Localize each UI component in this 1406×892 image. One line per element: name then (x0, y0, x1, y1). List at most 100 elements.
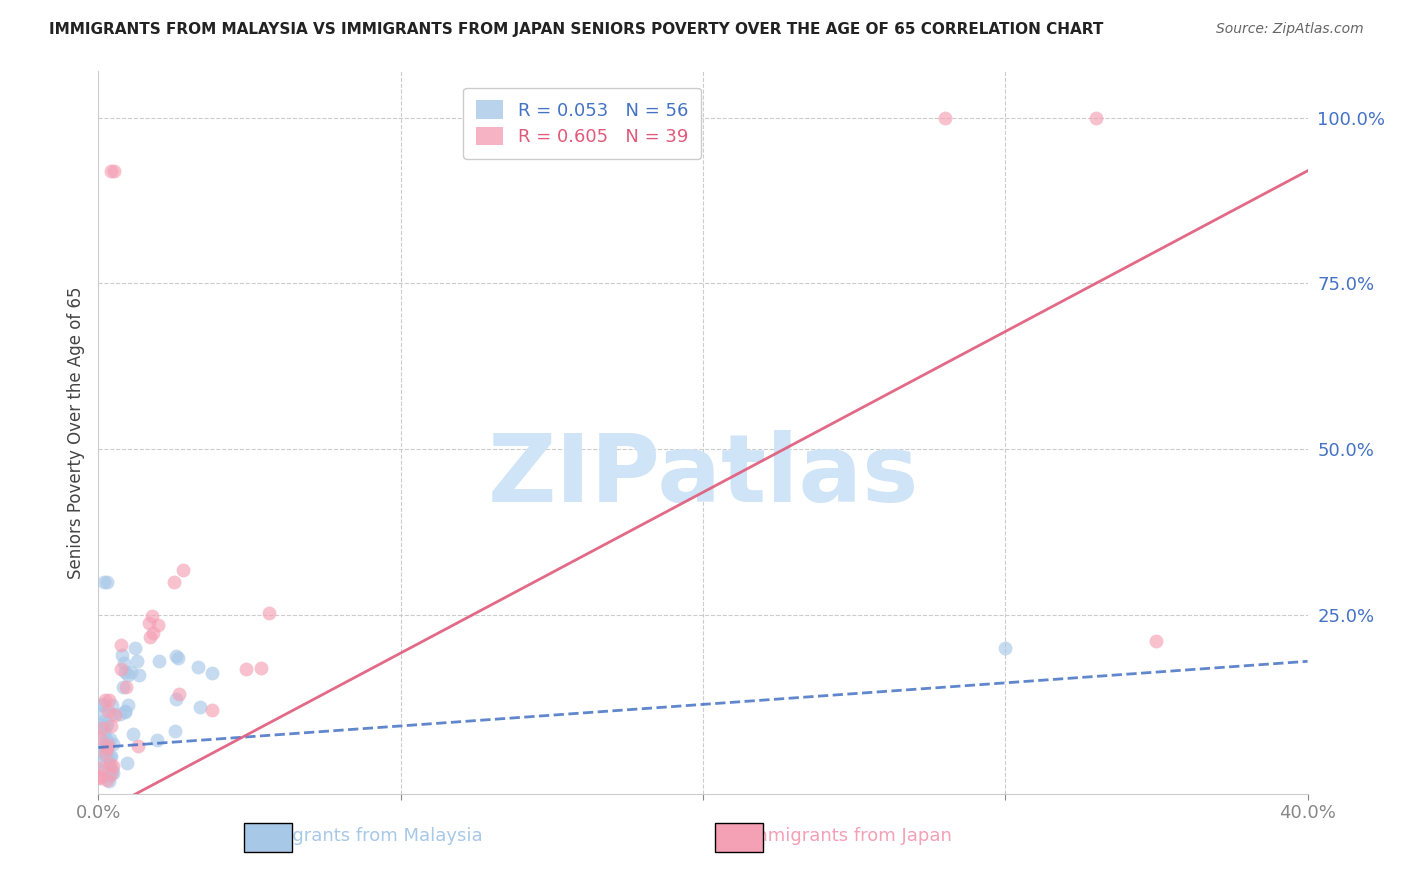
Point (1144, 634, 1167, 648)
Point (148, 654, 170, 668)
Point (96, 740, 118, 755)
Point (127, 739, 149, 753)
Point (96, 749, 118, 764)
Point (138, 631, 160, 645)
Point (90, 722, 112, 736)
Point (117, 698, 139, 712)
Point (146, 617, 169, 632)
Point (96, 772, 118, 787)
FancyBboxPatch shape (243, 822, 292, 852)
Point (93, 574, 115, 589)
Point (89, 731, 111, 746)
Point (172, 563, 194, 577)
Text: ZIPatlas: ZIPatlas (488, 430, 918, 522)
Point (111, 648, 134, 663)
Point (100, 749, 122, 764)
Point (138, 615, 160, 630)
Point (994, 641, 1017, 656)
FancyBboxPatch shape (716, 822, 763, 852)
Point (128, 667, 150, 681)
Point (100, 767, 122, 781)
Point (100, 163, 122, 178)
Point (125, 655, 148, 669)
Point (122, 727, 145, 741)
Point (89, 747, 111, 761)
Point (98, 732, 121, 747)
Point (96, 747, 118, 762)
Point (120, 665, 142, 679)
Point (90, 714, 112, 729)
Point (94, 740, 117, 755)
Text: Immigrants from Malaysia: Immigrants from Malaysia (246, 827, 482, 845)
Point (101, 763, 124, 777)
Point (101, 698, 124, 713)
Point (96, 735, 118, 749)
Point (112, 680, 135, 694)
Point (97, 760, 120, 774)
Point (89, 769, 111, 783)
Point (250, 661, 273, 675)
Point (98, 749, 121, 764)
Point (97, 738, 120, 752)
Point (142, 625, 165, 640)
Point (90, 760, 112, 774)
Point (89, 772, 111, 786)
Point (103, 766, 125, 780)
Text: Source: ZipAtlas.com: Source: ZipAtlas.com (1216, 22, 1364, 37)
Point (167, 687, 190, 701)
Point (101, 737, 124, 751)
Point (1085, 111, 1108, 125)
Point (89, 718, 111, 732)
Point (201, 666, 224, 681)
Point (96, 717, 118, 731)
Point (98, 773, 121, 788)
Point (94, 693, 117, 707)
Point (114, 665, 136, 680)
Point (94, 740, 117, 755)
Point (91, 697, 114, 711)
Point (89, 755, 111, 769)
Point (201, 703, 224, 717)
Point (104, 708, 127, 723)
Point (114, 706, 136, 720)
Point (163, 574, 186, 589)
Point (112, 656, 135, 670)
Point (257, 607, 280, 621)
Point (87, 763, 110, 777)
Y-axis label: Seniors Poverty Over the Age of 65: Seniors Poverty Over the Age of 65 (66, 286, 84, 579)
Point (146, 732, 169, 747)
Point (96, 574, 118, 589)
Point (94, 746, 117, 760)
Text: Immigrants from Japan: Immigrants from Japan (745, 827, 952, 845)
Point (187, 659, 209, 673)
Point (165, 692, 187, 706)
Point (93, 726, 115, 740)
Point (90, 706, 112, 720)
Point (94, 719, 117, 733)
Point (124, 641, 146, 656)
Point (110, 638, 132, 652)
Point (108, 706, 131, 721)
Point (94, 731, 117, 746)
Point (235, 662, 257, 676)
Point (94, 736, 117, 750)
Legend: R = 0.053   N = 56, R = 0.605   N = 39: R = 0.053 N = 56, R = 0.605 N = 39 (464, 87, 700, 159)
Point (114, 704, 136, 718)
Point (110, 662, 132, 676)
Point (87, 770, 110, 784)
Point (165, 648, 187, 663)
Point (100, 719, 122, 733)
Point (103, 163, 125, 178)
Text: IMMIGRANTS FROM MALAYSIA VS IMMIGRANTS FROM JAPAN SENIORS POVERTY OVER THE AGE O: IMMIGRANTS FROM MALAYSIA VS IMMIGRANTS F… (49, 22, 1104, 37)
Point (141, 608, 163, 623)
Point (163, 723, 186, 738)
Point (101, 758, 124, 772)
Point (188, 700, 211, 714)
Point (167, 650, 190, 665)
Point (98, 757, 121, 772)
Point (97, 704, 120, 718)
Point (97, 769, 120, 783)
Point (101, 706, 124, 721)
Point (115, 680, 138, 694)
Point (115, 756, 138, 770)
